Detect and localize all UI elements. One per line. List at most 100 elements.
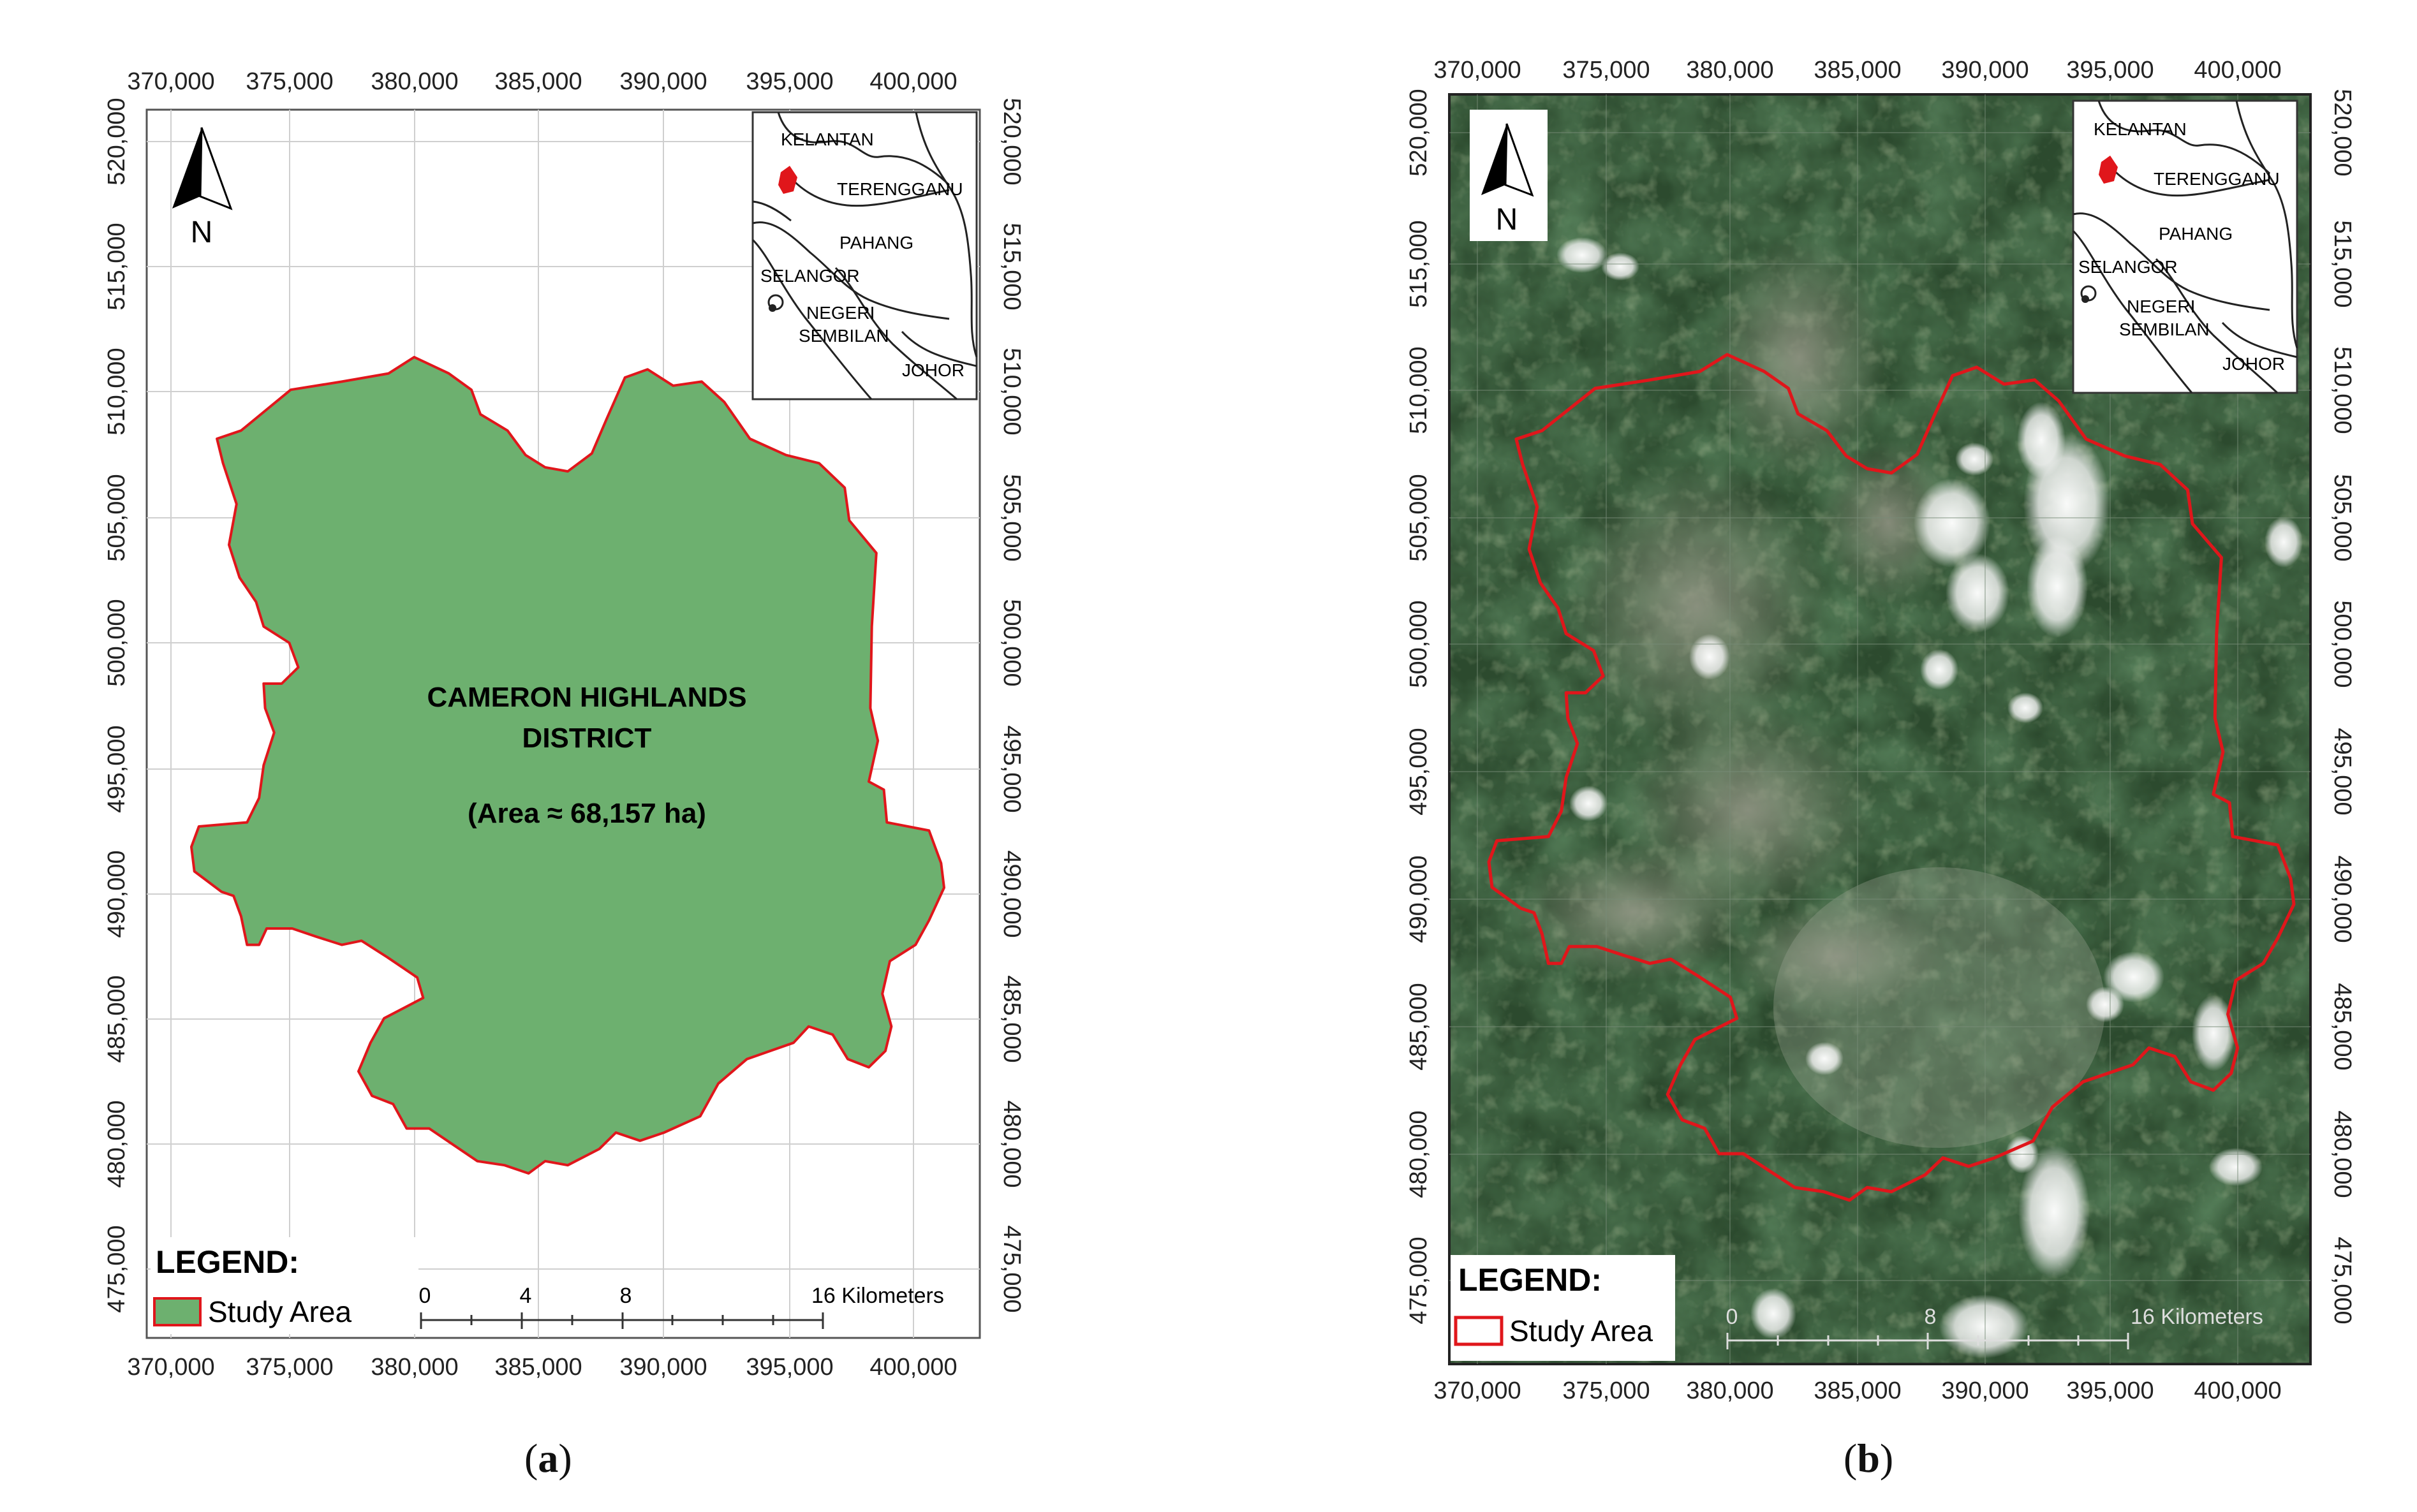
scale-label-0: 0 bbox=[1726, 1305, 1738, 1329]
x-tick-label-bottom: 395,000 bbox=[746, 1354, 833, 1381]
x-tick-label-top: 370,000 bbox=[1433, 57, 1521, 84]
x-tick-label-top: 375,000 bbox=[246, 68, 333, 95]
inset-label-johor: JOHOR bbox=[902, 360, 965, 380]
y-tick-label-left: 505,000 bbox=[1405, 474, 1432, 561]
y-tick-label-left: 475,000 bbox=[103, 1225, 130, 1312]
y-tick-label-right: 475,000 bbox=[998, 1225, 1025, 1312]
scale-label-0: 0 bbox=[419, 1284, 431, 1308]
y-tick-label-right: 475,000 bbox=[2329, 1237, 2356, 1324]
legend-item-label: Study Area bbox=[208, 1295, 351, 1328]
district-name-line1: CAMERON HIGHLANDS bbox=[427, 682, 746, 713]
y-tick-label-right: 520,000 bbox=[2329, 89, 2356, 176]
y-tick-label-right: 500,000 bbox=[998, 599, 1025, 686]
inset-locator-map: KELANTAN TERENGGANU PAHANG SELANGOR NEGE… bbox=[2072, 99, 2298, 394]
x-tick-label-top: 390,000 bbox=[1941, 57, 2029, 84]
y-tick-label-right: 510,000 bbox=[2329, 346, 2356, 434]
inset-label-kelantan: KELANTAN bbox=[2094, 119, 2187, 139]
legend: LEGEND: Study Area bbox=[151, 1237, 418, 1334]
y-tick-label-right: 495,000 bbox=[2329, 728, 2356, 815]
y-tick-label-left: 485,000 bbox=[103, 975, 130, 1062]
caption-a: (a) bbox=[524, 1435, 572, 1481]
y-tick-label-left: 500,000 bbox=[103, 599, 130, 686]
y-tick-label-right: 515,000 bbox=[998, 223, 1025, 310]
legend-title: LEGEND: bbox=[156, 1244, 299, 1280]
y-tick-label-right: 490,000 bbox=[998, 850, 1025, 937]
x-tick-label-top: 395,000 bbox=[746, 68, 833, 95]
north-label: N bbox=[191, 216, 213, 249]
y-tick-label-right: 505,000 bbox=[2329, 474, 2356, 561]
y-tick-label-left: 480,000 bbox=[1405, 1110, 1432, 1198]
x-tick-label-bottom: 370,000 bbox=[1433, 1377, 1521, 1404]
area-label: (Area ≈ 68,157 ha) bbox=[468, 798, 706, 829]
y-tick-label-left: 520,000 bbox=[1405, 89, 1432, 176]
x-tick-label-bottom: 400,000 bbox=[869, 1354, 957, 1381]
inset-label-sembilan: SEMBILAN bbox=[2119, 319, 2210, 339]
inset-label-selangor: SELANGOR bbox=[760, 266, 860, 286]
inset-label-negeri: NEGERI bbox=[806, 303, 875, 323]
inset-label-pahang: PAHANG bbox=[839, 233, 913, 253]
legend-swatch bbox=[153, 1297, 202, 1326]
district-name-line2: DISTRICT bbox=[522, 723, 652, 754]
y-tick-label-left: 515,000 bbox=[103, 223, 130, 310]
scale-bar: 0 4 8 16 Kilometers bbox=[419, 1284, 944, 1329]
y-tick-label-right: 480,000 bbox=[2329, 1110, 2356, 1198]
x-tick-label-bottom: 390,000 bbox=[619, 1354, 707, 1381]
inset-label-terengganu: TERENGGANU bbox=[2154, 169, 2280, 189]
x-tick-label-bottom: 380,000 bbox=[371, 1354, 458, 1381]
y-tick-label-right: 480,000 bbox=[998, 1100, 1025, 1187]
scale-label-8: 8 bbox=[1925, 1305, 1937, 1329]
y-tick-label-left: 500,000 bbox=[1405, 600, 1432, 687]
map-frame bbox=[1448, 93, 2312, 1365]
inset-label-negeri: NEGERI bbox=[2127, 297, 2195, 316]
legend: LEGEND: Study Area bbox=[1451, 1255, 1675, 1361]
x-tick-label-top: 400,000 bbox=[869, 68, 957, 95]
y-tick-label-left: 505,000 bbox=[103, 474, 130, 561]
y-tick-label-left: 510,000 bbox=[103, 348, 130, 435]
y-tick-label-left: 495,000 bbox=[1405, 728, 1432, 815]
scale-label-16-km: 16 Kilometers bbox=[2131, 1305, 2263, 1329]
scale-label-16-km: 16 Kilometers bbox=[811, 1284, 944, 1308]
y-tick-label-left: 510,000 bbox=[1405, 346, 1432, 434]
y-tick-label-right: 495,000 bbox=[998, 725, 1025, 812]
x-tick-label-top: 375,000 bbox=[1562, 57, 1650, 84]
inset-label-kelantan: KELANTAN bbox=[781, 129, 874, 149]
y-tick-label-left: 490,000 bbox=[1405, 855, 1432, 943]
x-tick-label-bottom: 385,000 bbox=[1814, 1377, 1901, 1404]
inset-locator-map: KELANTAN TERENGGANU PAHANG SELANGOR NEGE… bbox=[751, 111, 978, 400]
y-tick-label-left: 515,000 bbox=[1405, 220, 1432, 307]
x-tick-label-top: 370,000 bbox=[127, 68, 214, 95]
caption-b: (b) bbox=[1844, 1435, 1894, 1481]
caption-letter-a: a bbox=[538, 1435, 559, 1481]
x-tick-label-bottom: 375,000 bbox=[1562, 1377, 1650, 1404]
panel-a-map: 370,000 370,000 375,000 375,000 380,000 380,0… bbox=[103, 68, 1025, 1381]
caption-letter-b: b bbox=[1857, 1435, 1880, 1481]
scale-label-8: 8 bbox=[620, 1284, 632, 1308]
y-tick-label-right: 515,000 bbox=[2329, 220, 2356, 307]
panel-b-satellite-map: 370,000 370,000 375,000 375,000 380,000 380,0… bbox=[1405, 57, 2356, 1404]
x-tick-label-bottom: 380,000 bbox=[1686, 1377, 1773, 1404]
y-tick-label-right: 485,000 bbox=[2329, 983, 2356, 1070]
x-tick-label-bottom: 385,000 bbox=[494, 1354, 582, 1381]
x-tick-label-top: 385,000 bbox=[494, 68, 582, 95]
x-tick-label-bottom: 370,000 bbox=[127, 1354, 214, 1381]
y-tick-label-left: 480,000 bbox=[103, 1100, 130, 1187]
x-tick-label-top: 385,000 bbox=[1814, 57, 1901, 84]
y-tick-label-right: 510,000 bbox=[998, 348, 1025, 435]
y-tick-label-left: 495,000 bbox=[103, 725, 130, 812]
y-tick-label-right: 520,000 bbox=[998, 98, 1025, 185]
y-tick-label-right: 490,000 bbox=[2329, 855, 2356, 943]
y-tick-label-left: 520,000 bbox=[103, 98, 130, 185]
x-tick-label-bottom: 400,000 bbox=[2194, 1377, 2281, 1404]
x-tick-label-bottom: 375,000 bbox=[246, 1354, 333, 1381]
legend-item-label: Study Area bbox=[1509, 1314, 1653, 1347]
y-tick-label-left: 475,000 bbox=[1405, 1237, 1432, 1324]
x-tick-label-bottom: 395,000 bbox=[2066, 1377, 2154, 1404]
legend-title: LEGEND: bbox=[1458, 1262, 1602, 1298]
x-tick-label-bottom: 390,000 bbox=[1941, 1377, 2029, 1404]
x-tick-label-top: 395,000 bbox=[2066, 57, 2154, 84]
north-arrow-icon: N bbox=[1470, 110, 1548, 241]
inset-label-sembilan: SEMBILAN bbox=[799, 326, 889, 346]
y-tick-label-right: 505,000 bbox=[998, 474, 1025, 561]
inset-label-johor: JOHOR bbox=[2222, 354, 2285, 374]
